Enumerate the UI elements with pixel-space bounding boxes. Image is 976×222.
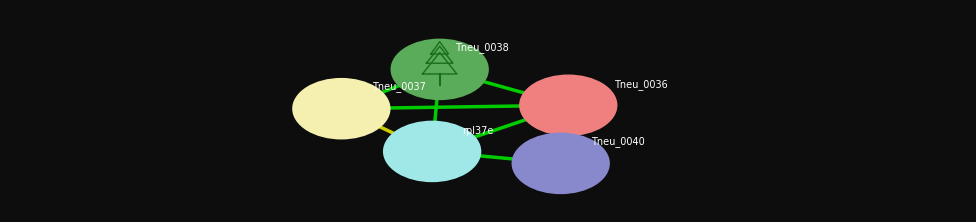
Text: Tneu_0036: Tneu_0036 (614, 79, 668, 90)
Ellipse shape (383, 121, 481, 182)
Ellipse shape (390, 39, 489, 100)
Ellipse shape (519, 75, 618, 136)
Text: rpl37e: rpl37e (463, 126, 494, 136)
Text: Tneu_0040: Tneu_0040 (591, 136, 645, 147)
Text: Tneu_0038: Tneu_0038 (455, 42, 508, 53)
Ellipse shape (292, 78, 390, 139)
Ellipse shape (511, 133, 610, 194)
Text: Tneu_0037: Tneu_0037 (372, 81, 426, 92)
